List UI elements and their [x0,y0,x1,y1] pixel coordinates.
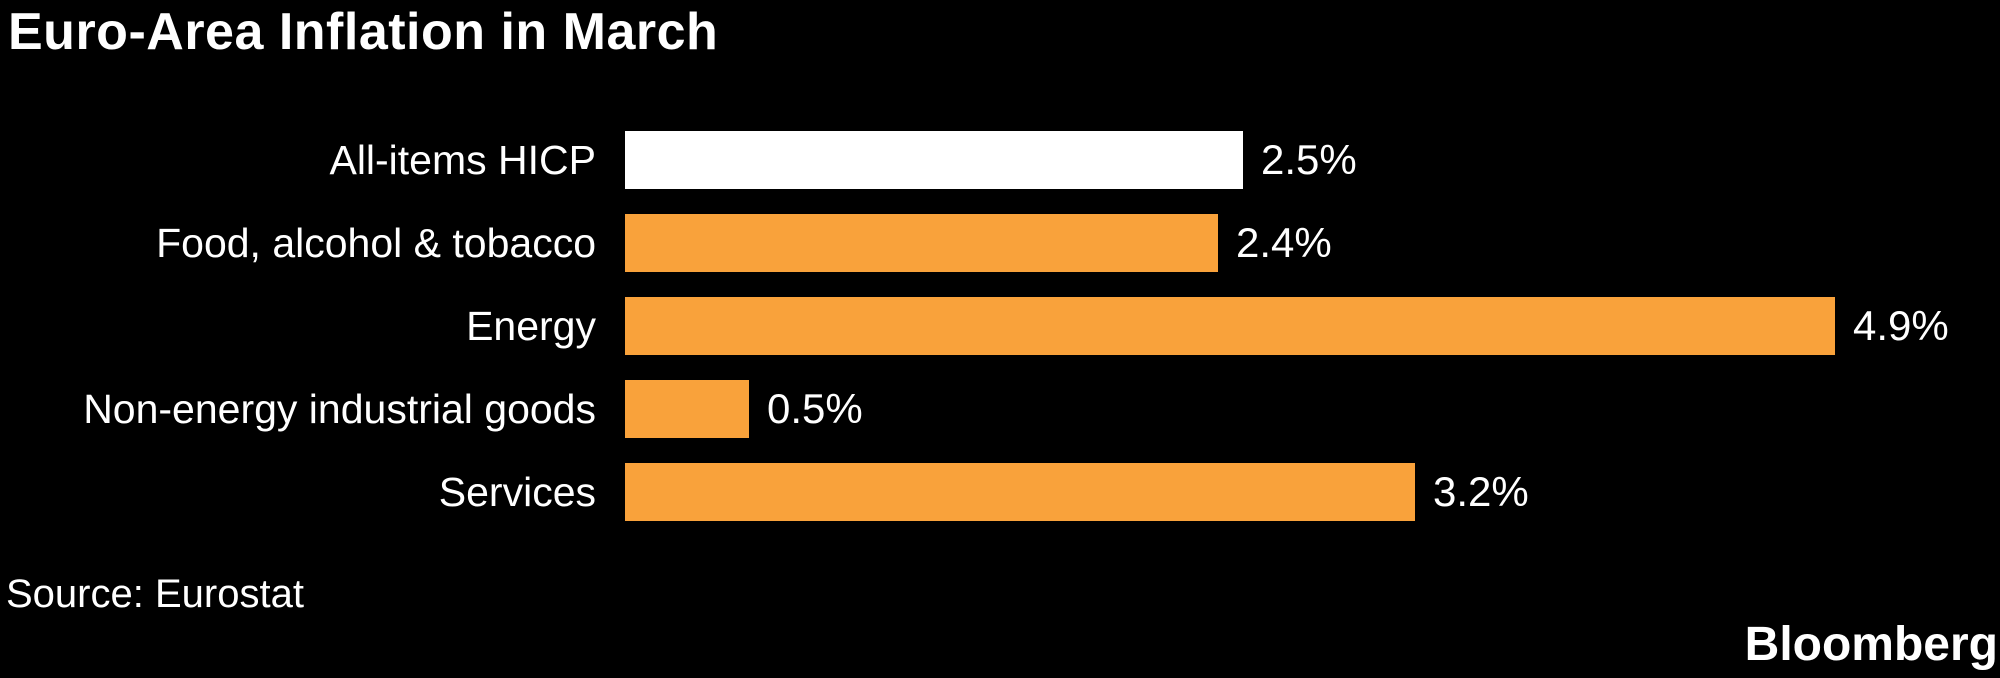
bar-row-food-alcohol-tobacco: Food, alcohol & tobacco 2.4% [0,214,2000,272]
bar-chart: All-items HICP 2.5% Food, alcohol & toba… [0,131,2000,521]
chart-title: Euro-Area Inflation in March [8,3,719,61]
bar-row-non-energy-industrial-goods: Non-energy industrial goods 0.5% [0,380,2000,438]
category-label: Food, alcohol & tobacco [156,220,596,266]
value-label: 2.4% [1236,219,1332,266]
category-label: Non-energy industrial goods [83,386,596,432]
bar-row-all-items-hicp: All-items HICP 2.5% [0,131,2000,189]
value-label: 2.5% [1261,136,1357,183]
category-label: Services [438,469,596,515]
bar [625,380,749,438]
bar [625,131,1243,189]
value-label: 4.9% [1853,302,1949,349]
bar-row-services: Services 3.2% [0,463,2000,521]
value-label: 0.5% [767,385,863,432]
category-label: Energy [466,303,596,349]
bar [625,214,1218,272]
bar [625,463,1415,521]
value-label: 3.2% [1433,468,1529,515]
category-label: All-items HICP [329,137,596,183]
bloomberg-logo: Bloomberg [1744,618,1998,671]
bar [625,297,1835,355]
source-note: Source: Eurostat [6,572,304,616]
bar-row-energy: Energy 4.9% [0,297,2000,355]
